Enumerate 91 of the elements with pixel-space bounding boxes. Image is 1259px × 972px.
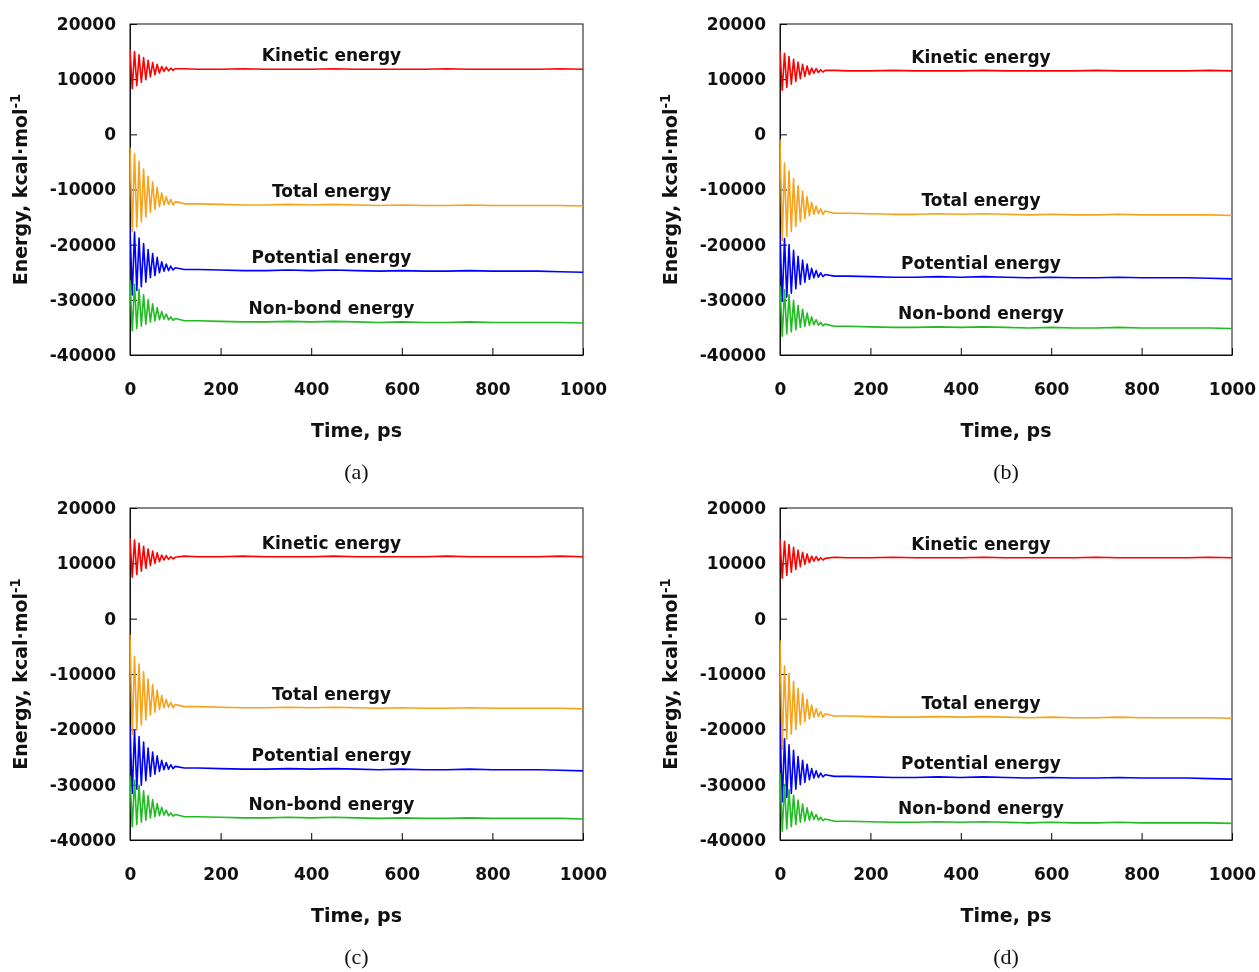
y-tick-label: 20000	[56, 497, 117, 518]
y-tick-label: -30000	[699, 289, 767, 310]
line-series	[780, 139, 1232, 242]
series-label: Total energy	[271, 683, 392, 704]
x-tick-label: 200	[853, 864, 889, 885]
x-tick-label: 800	[475, 379, 511, 400]
y-tick-label: 10000	[706, 69, 767, 90]
y-tick-label: -10000	[49, 179, 117, 200]
series-label: Non-bond energy	[248, 297, 415, 318]
line-series	[780, 772, 1232, 832]
x-tick-label: 800	[1124, 864, 1161, 885]
y-tick-label: -30000	[49, 774, 117, 795]
y-tick-label: 10000	[56, 553, 117, 574]
x-tick-label: 200	[203, 379, 240, 400]
y-tick-label: -40000	[699, 829, 767, 850]
x-tick-label: 0	[124, 379, 137, 400]
x-tick-label: 0	[774, 379, 787, 400]
x-tick-label: 600	[1033, 379, 1070, 400]
x-tick-label: 0	[774, 864, 787, 885]
y-tick-label: -10000	[699, 663, 767, 684]
series-label: Non-bond energy	[898, 798, 1064, 819]
line-series	[780, 285, 1232, 338]
text: (d)	[993, 944, 1019, 969]
y-tick-label: -20000	[699, 234, 767, 255]
series-label: Kinetic energy	[261, 45, 402, 66]
line-series	[780, 50, 1232, 91]
line-series	[130, 227, 583, 296]
x-tick-label: 600	[384, 864, 421, 885]
line-series	[130, 634, 583, 736]
y-tick-label: -20000	[699, 719, 767, 740]
x-tick-label: 200	[853, 379, 889, 400]
series-label: Potential energy	[901, 753, 1061, 774]
x-tick-label: 600	[384, 379, 421, 400]
series-label: Total energy	[921, 190, 1041, 211]
x-tick-label: 400	[293, 379, 330, 400]
series-label: Total energy	[921, 693, 1041, 714]
y-tick-label: 20000	[706, 13, 767, 34]
y-tick-label: 20000	[706, 497, 767, 518]
series-label: Potential energy	[251, 246, 412, 267]
series-label: Non-bond energy	[898, 303, 1064, 324]
y-tick-label: 10000	[56, 69, 117, 90]
y-tick-label: -40000	[699, 344, 767, 365]
x-tick-label: 600	[1033, 864, 1070, 885]
series-label: Potential energy	[901, 253, 1061, 274]
x-tick-label: 400	[293, 864, 330, 885]
y-tick-label: -10000	[49, 663, 117, 684]
series-label: Kinetic energy	[911, 46, 1051, 67]
x-axis-title: Time, ps	[311, 904, 402, 926]
y-tick-label: -20000	[49, 719, 117, 740]
y-tick-label: -10000	[699, 179, 767, 200]
line-series	[130, 49, 583, 90]
x-axis-title: Time, ps	[960, 419, 1052, 441]
line-series	[130, 147, 583, 233]
y-tick-label: 0	[754, 124, 767, 145]
y-tick-label: -40000	[49, 344, 117, 365]
line-series	[780, 640, 1232, 751]
x-tick-label: 200	[203, 864, 240, 885]
y-tick-label: -20000	[49, 234, 117, 255]
text: (a)	[344, 459, 369, 484]
text: (c)	[344, 944, 369, 969]
x-tick-label: 400	[943, 864, 980, 885]
y-tick-label: -40000	[49, 829, 117, 850]
y-tick-label: 20000	[56, 13, 117, 34]
x-axis-title: Time, ps	[311, 419, 402, 441]
x-axis-title: Time, ps	[960, 904, 1052, 926]
y-tick-label: 10000	[706, 553, 767, 574]
series-label: Non-bond energy	[248, 793, 415, 814]
x-tick-label: 1000	[559, 379, 608, 400]
line-series	[130, 725, 583, 795]
series-label: Kinetic energy	[261, 532, 402, 553]
line-series	[780, 233, 1232, 303]
line-series	[130, 537, 583, 578]
x-tick-label: 1000	[1208, 379, 1257, 400]
x-tick-label: 1000	[1208, 864, 1257, 885]
y-tick-label: 0	[754, 608, 767, 629]
y-tick-label: 0	[104, 124, 117, 145]
x-tick-label: 0	[124, 864, 137, 885]
line-series	[780, 538, 1232, 580]
line-series	[130, 279, 583, 332]
x-tick-label: 800	[1124, 379, 1161, 400]
x-tick-label: 400	[943, 379, 980, 400]
x-tick-label: 1000	[559, 864, 608, 885]
series-label: Kinetic energy	[911, 533, 1051, 554]
series-label: Total energy	[271, 180, 392, 201]
x-tick-label: 800	[475, 864, 511, 885]
text: (b)	[993, 459, 1019, 484]
y-tick-label: -30000	[49, 289, 117, 310]
y-tick-label: 0	[104, 608, 117, 629]
series-label: Potential energy	[251, 745, 412, 766]
line-series	[130, 775, 583, 828]
y-tick-label: -30000	[699, 774, 767, 795]
